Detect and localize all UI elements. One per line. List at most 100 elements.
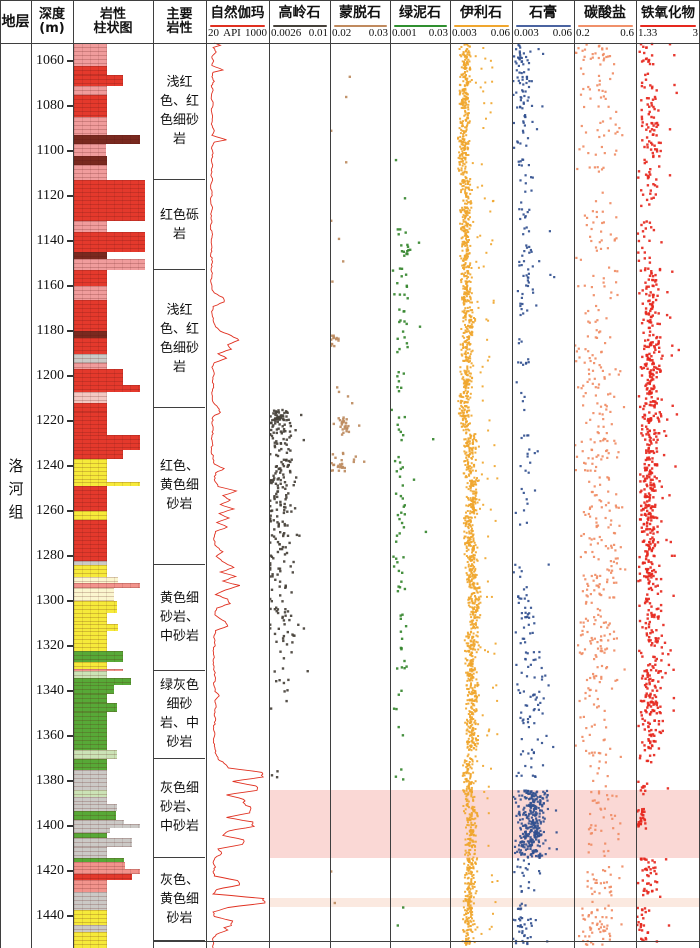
lith-layer-3 — [74, 74, 123, 86]
lith-layer-27 — [74, 412, 107, 435]
depth-tick-1120 — [67, 195, 73, 198]
depth-label-1280: 1280 — [36, 548, 64, 564]
formation-char: 组 — [8, 503, 24, 521]
header-underline-gypsum — [515, 25, 571, 27]
depth-tick-1100 — [67, 150, 73, 153]
lith-layer-71 — [74, 891, 107, 910]
scale-min: 0.0026 — [271, 27, 302, 39]
header-scale-chlorite: 0.001 0.03 — [390, 27, 450, 40]
column-border-x206 — [206, 0, 207, 948]
depth-label-1180: 1180 — [36, 323, 64, 339]
header-title-stratum: 地层 — [1, 13, 30, 30]
depth-label-1440: 1440 — [36, 908, 64, 924]
scale-max: 0.03 — [368, 27, 388, 39]
depth-label-1200: 1200 — [36, 368, 64, 384]
column-border-x512 — [512, 0, 513, 948]
scale-min: 0.001 — [392, 27, 417, 39]
lith-layer-67 — [74, 862, 125, 870]
lith-layer-72 — [74, 909, 107, 926]
lith-layer-26 — [74, 403, 107, 413]
depth-label-1080: 1080 — [36, 98, 64, 114]
header-scale-carbonate: 0.2 0.6 — [574, 27, 636, 40]
header-scale-illite: 0.003 0.06 — [450, 27, 512, 40]
header-cell-main_lithology: 主要 岩性 — [153, 0, 206, 43]
lith-layer-10 — [74, 164, 107, 181]
scale-max: 1000 — [244, 27, 267, 39]
header-cell-lithology_column: 岩性 柱状图 — [73, 0, 153, 43]
lith-layer-46 — [74, 668, 123, 672]
depth-label-1380: 1380 — [36, 773, 64, 789]
lith-layer-35 — [74, 560, 107, 566]
lith-layer-23 — [74, 369, 123, 386]
lith-layer-9 — [74, 155, 107, 165]
header-title-lithology_column: 岩性 柱状图 — [93, 6, 133, 36]
depth-tick-1140 — [67, 240, 73, 243]
section-2: 红色砾岩 — [154, 180, 205, 271]
lith-layer-52 — [74, 711, 107, 750]
column-border-x390 — [390, 0, 391, 948]
header-title-gypsum: 石膏 — [529, 5, 557, 21]
lith-layer-59 — [74, 810, 116, 820]
depth-label-1340: 1340 — [36, 683, 64, 699]
lith-layer-56 — [74, 790, 107, 798]
formation-label: 洛河组 — [8, 455, 24, 524]
lith-layer-47 — [74, 671, 107, 678]
lith-layer-18 — [74, 299, 107, 332]
depth-tick-1340 — [67, 690, 73, 693]
top-border — [0, 0, 700, 1]
scale-min: 0.003 — [514, 27, 539, 39]
lith-layer-20 — [74, 337, 107, 354]
lith-layer-39 — [74, 587, 114, 602]
lith-layer-44 — [74, 650, 123, 663]
lith-layer-12 — [74, 220, 107, 233]
depth-tick-1440 — [67, 915, 73, 918]
section-5: 黄色细砂岩、中砂岩 — [154, 565, 205, 672]
depth-tick-1260 — [67, 510, 73, 513]
lith-layer-2 — [74, 65, 107, 75]
depth-tick-1200 — [67, 375, 73, 378]
lith-layer-6 — [74, 117, 107, 136]
highlight-band-2 — [269, 898, 700, 908]
lith-layer-58 — [74, 803, 117, 811]
lith-layer-11 — [74, 180, 145, 221]
header-cell-chlorite: 绿泥石 0.001 0.03 — [390, 0, 450, 43]
header-title-chlorite: 绿泥石 — [399, 5, 441, 21]
header-title-kaolinite: 高岭石 — [278, 5, 321, 21]
depth-tick-1400 — [67, 825, 73, 828]
depth-tick-1160 — [67, 285, 73, 288]
depth-tick-1320 — [67, 645, 73, 648]
scale-max: 0.6 — [620, 27, 634, 39]
bottom-row-border — [153, 941, 700, 942]
lith-layer-66 — [74, 857, 124, 863]
highlight-band-1 — [269, 790, 700, 858]
depth-label-1220: 1220 — [36, 413, 64, 429]
lith-layer-17 — [74, 286, 107, 300]
lith-layer-30 — [74, 459, 107, 482]
column-border-x330 — [330, 0, 331, 948]
header-cell-gamma: 自然伽玛 20 API 1000 — [206, 0, 269, 43]
scale-max: 0.03 — [428, 27, 448, 39]
depth-tick-1300 — [67, 600, 73, 603]
header-cell-montmorillonite: 蒙脱石 0.02 0.03 — [330, 0, 390, 43]
lith-layer-48 — [74, 677, 131, 685]
gamma-curve — [209, 42, 266, 948]
scale-max: 3 — [692, 27, 699, 39]
section-7: 灰色细砂岩、中砂岩 — [154, 759, 205, 858]
depth-label-1300: 1300 — [36, 593, 64, 609]
depth-tick-1240 — [67, 465, 73, 468]
lith-layer-50 — [74, 693, 107, 703]
lith-layer-21 — [74, 353, 107, 363]
lith-layer-70 — [74, 880, 107, 892]
lith-layer-41 — [74, 612, 107, 624]
lith-layer-15 — [74, 259, 145, 271]
header-cell-illite: 伊利石 0.003 0.06 — [450, 0, 512, 43]
section-6: 绿灰色细砂岩、中砂岩 — [154, 671, 205, 759]
depth-tick-1180 — [67, 330, 73, 333]
lith-layer-63 — [74, 833, 107, 838]
header-cell-depth: 深度 (m) — [31, 0, 73, 43]
header-title-illite: 伊利石 — [460, 5, 502, 21]
lith-layer-34 — [74, 520, 107, 561]
column-border-x450 — [450, 0, 451, 948]
header-scale-gamma: 20 API 1000 — [206, 27, 269, 40]
scale-max: 0.06 — [552, 27, 572, 39]
